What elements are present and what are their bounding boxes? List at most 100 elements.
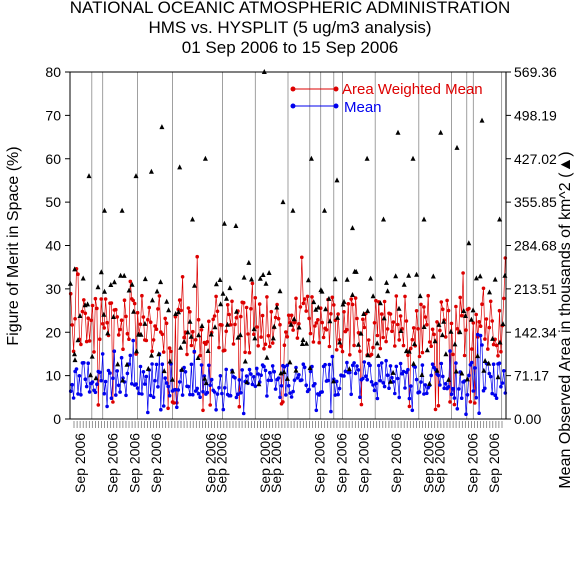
mean-point (276, 376, 281, 380)
mean-point (470, 360, 474, 365)
mean-point (192, 349, 197, 354)
mean-point (253, 384, 258, 389)
mean-point (68, 389, 73, 394)
area-triangle (353, 268, 359, 274)
mean-point (387, 386, 391, 391)
mean-point (144, 374, 149, 379)
mean-point (430, 362, 435, 367)
area-triangle (461, 308, 467, 313)
area-weighted-mean-point (432, 332, 436, 337)
area-weighted-mean-point (393, 344, 397, 348)
area-triangle (181, 338, 187, 344)
area-weighted-mean-point (464, 328, 468, 332)
area-weighted-mean-point (473, 401, 477, 405)
area-weighted-mean-point (263, 342, 268, 347)
area-weighted-mean-point (278, 322, 282, 327)
area-weighted-mean-point (93, 296, 98, 301)
area-triangle (108, 282, 114, 287)
area-weighted-mean-point (340, 349, 345, 354)
mean-point (143, 382, 147, 386)
area-weighted-mean-point (414, 309, 419, 313)
area-weighted-mean-point (176, 307, 181, 312)
mean-point (186, 384, 191, 389)
area-triangle (486, 360, 492, 366)
area-triangle (72, 351, 77, 357)
area-weighted-mean-point (404, 319, 409, 323)
area-weighted-mean-point (483, 337, 487, 341)
area-triangle (361, 311, 367, 316)
area-triangle (305, 277, 311, 283)
area-weighted-mean-point (435, 320, 439, 324)
area-weighted-mean-point (259, 335, 263, 339)
mean-point (443, 381, 448, 386)
title-line-1: NATIONAL OCEANIC ATMOSPHERIC ADMINISTRAT… (69, 0, 511, 17)
y-tick-label: 10 (45, 368, 61, 384)
area-triangle (95, 284, 101, 290)
area-weighted-mean-point (201, 408, 205, 413)
area-weighted-mean-point (488, 299, 493, 304)
mean-point (499, 384, 503, 389)
area-weighted-mean-point (182, 335, 186, 340)
area-triangle (337, 339, 343, 345)
area-triangle (290, 207, 296, 213)
x-tick-label: Sep 2006 (388, 433, 404, 493)
mean-point (488, 374, 493, 379)
y-tick-label: 80 (45, 64, 61, 80)
area-weighted-mean-point (161, 350, 166, 354)
area-triangle (475, 353, 481, 359)
mean-point (218, 374, 223, 378)
mean-point (220, 391, 224, 396)
mean-point (422, 392, 426, 396)
mean-point (395, 376, 400, 381)
mean-point (160, 362, 165, 367)
mean-point (403, 386, 407, 390)
area-triangle (327, 318, 333, 324)
area-triangle (350, 225, 355, 231)
x-tick-label: Sep 2006 (312, 433, 328, 493)
area-weighted-mean-point (233, 322, 237, 327)
mean-point (289, 395, 294, 399)
mean-point (272, 369, 277, 374)
mean-point (333, 393, 338, 397)
area-triangle (93, 375, 99, 381)
area-weighted-mean-point (461, 271, 465, 275)
y2-tick-label: 498.19 (514, 107, 557, 123)
area-weighted-mean-point (292, 320, 297, 325)
mean-point (393, 391, 397, 396)
area-triangle (115, 361, 121, 367)
area-weighted-mean-point (451, 352, 455, 357)
area-weighted-mean-point (311, 340, 316, 344)
area-triangle (419, 372, 425, 377)
mean-point (183, 370, 188, 374)
mean-point (477, 411, 481, 416)
area-triangle (346, 366, 352, 372)
mean-point (268, 370, 272, 375)
area-triangle (105, 330, 111, 336)
area-weighted-mean-point (146, 317, 150, 322)
mean-point (202, 374, 207, 378)
area-triangle (470, 307, 476, 313)
mean-point (407, 396, 412, 401)
area-triangle (459, 370, 465, 376)
area-weighted-mean-point (257, 302, 262, 306)
area-triangle (237, 332, 243, 338)
y-tick-label: 60 (45, 151, 61, 167)
area-weighted-mean-point (353, 296, 358, 300)
mean-point (215, 392, 220, 396)
area-triangle (334, 177, 340, 183)
mean-point (188, 392, 192, 397)
area-weighted-mean-point (448, 400, 452, 404)
mean-point (459, 396, 464, 401)
area-weighted-mean-point (262, 346, 266, 351)
area-weighted-mean-point (185, 352, 189, 357)
area-weighted-mean-point (265, 295, 269, 299)
area-triangle (502, 272, 508, 278)
title-line-3: 01 Sep 2006 to 15 Sep 2006 (181, 38, 399, 57)
area-triangle (370, 293, 376, 299)
area-weighted-mean-point (371, 345, 375, 350)
area-weighted-mean-point (467, 306, 471, 311)
area-weighted-mean-point (131, 298, 135, 303)
mean-point (361, 376, 365, 381)
area-weighted-mean-point (471, 321, 476, 325)
area-weighted-mean-point (480, 302, 484, 307)
